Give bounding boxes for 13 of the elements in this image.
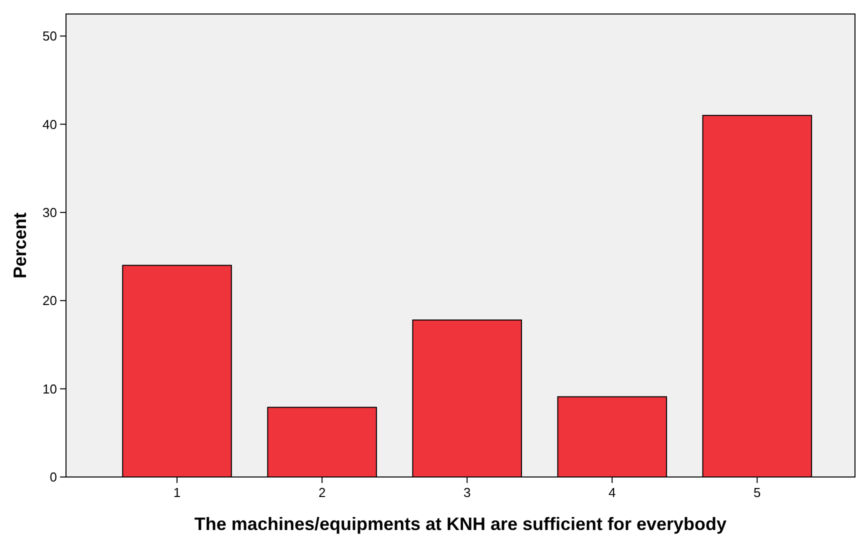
y-tick-label: 40 xyxy=(42,116,57,132)
y-tick-label: 10 xyxy=(42,381,57,396)
x-tick-label: 5 xyxy=(754,485,761,500)
y-tick-label: 20 xyxy=(42,293,57,308)
y-tick-label: 50 xyxy=(42,28,57,44)
x-tick-label: 3 xyxy=(463,485,471,500)
x-tick-label: 1 xyxy=(173,485,181,500)
x-tick-label: 4 xyxy=(608,485,616,500)
y-tick-label: 0 xyxy=(50,470,57,485)
y-axis-title: Percent xyxy=(10,212,30,279)
x-axis-title: The machines/equipments at KNH are sufficient for everybody xyxy=(194,514,727,534)
y-tick-label: 30 xyxy=(42,204,57,220)
x-tick-label: 2 xyxy=(318,485,326,500)
